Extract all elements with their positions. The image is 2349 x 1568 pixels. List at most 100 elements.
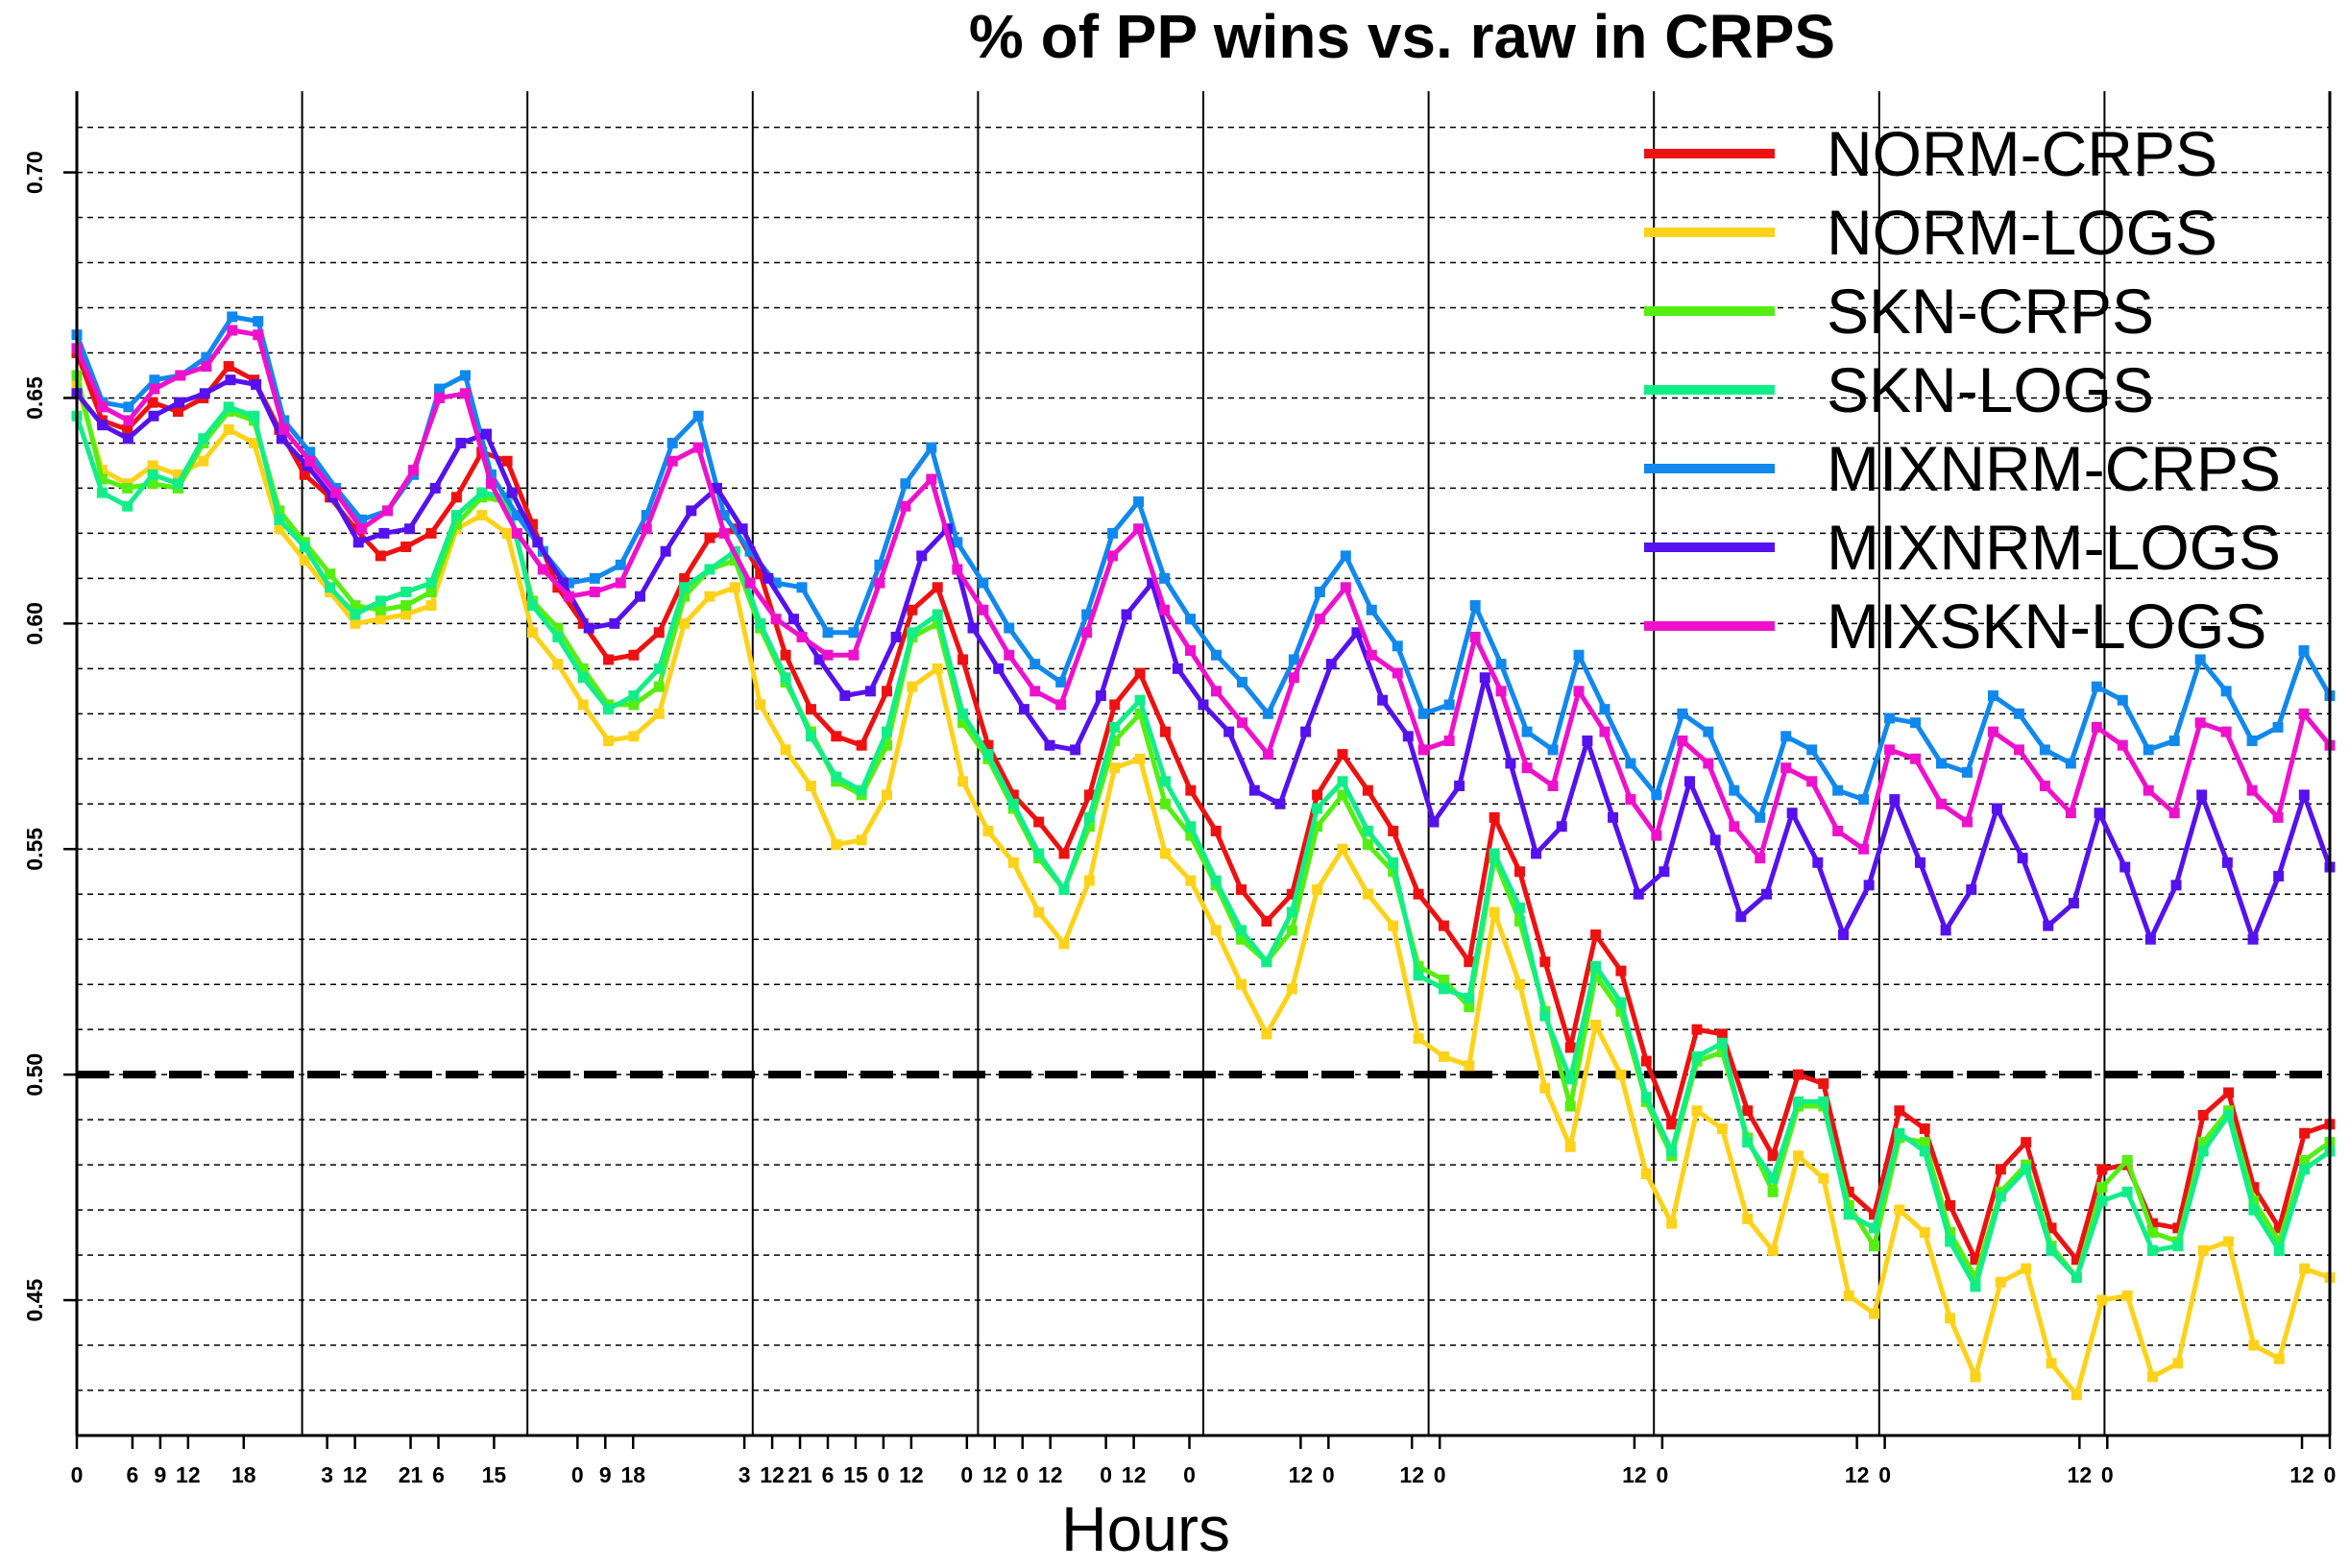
data-point <box>2223 1109 2235 1121</box>
data-point <box>1780 762 1792 774</box>
data-point <box>589 572 600 584</box>
data-point <box>1970 1371 1981 1383</box>
data-point <box>225 374 236 386</box>
data-point <box>2121 1186 2133 1197</box>
data-point <box>201 351 212 363</box>
data-point <box>459 388 471 399</box>
data-point <box>1599 726 1610 737</box>
data-point <box>434 392 446 403</box>
data-point <box>1564 1100 1576 1112</box>
data-point <box>97 401 109 413</box>
data-point <box>434 383 446 395</box>
data-point <box>2013 744 2024 756</box>
data-point <box>1792 1096 1804 1107</box>
data-point <box>686 505 697 517</box>
data-point <box>450 519 462 530</box>
data-point <box>2221 856 2233 868</box>
data-point <box>2197 1244 2209 1256</box>
data-point <box>744 545 756 557</box>
data-point <box>1133 523 1145 535</box>
data-point <box>2046 1244 2057 1256</box>
data-point <box>2146 1227 2158 1239</box>
data-point <box>1640 1055 1652 1067</box>
x-tick-label: 6 <box>432 1462 445 1487</box>
data-point <box>2146 1371 2158 1383</box>
data-point <box>350 609 361 620</box>
data-point <box>1625 794 1636 806</box>
data-point <box>1325 659 1337 670</box>
data-point <box>356 523 368 535</box>
data-point <box>1134 694 1146 706</box>
data-point <box>1033 848 1045 859</box>
data-point <box>813 654 825 665</box>
data-point <box>603 704 615 715</box>
data-point <box>982 825 994 836</box>
data-point <box>1210 925 1222 936</box>
data-point <box>1767 1244 1779 1256</box>
data-point <box>2197 1137 2209 1148</box>
x-tick-label: 12 <box>899 1462 924 1487</box>
data-point <box>900 500 911 512</box>
data-point <box>2065 808 2076 819</box>
data-point <box>149 383 160 395</box>
x-tick-label: 12 <box>760 1462 785 1487</box>
data-point <box>1417 708 1429 719</box>
data-point <box>1172 663 1183 674</box>
data-point <box>1413 888 1424 900</box>
data-point <box>276 433 287 445</box>
data-point <box>274 514 285 525</box>
data-point <box>957 708 969 719</box>
data-point <box>563 577 574 589</box>
data-point <box>1312 789 1323 801</box>
data-point <box>952 537 963 548</box>
data-point <box>425 600 437 612</box>
y-tick-label: 0.65 <box>22 376 47 420</box>
data-point <box>1210 825 1222 836</box>
data-point <box>1514 978 1525 990</box>
data-point <box>485 478 496 490</box>
data-point <box>755 699 766 711</box>
data-point <box>1961 766 1973 778</box>
data-point <box>1438 920 1449 931</box>
data-point <box>2272 721 2284 733</box>
data-point <box>1987 690 1998 702</box>
data-point <box>1995 1164 2006 1175</box>
data-point <box>1919 1227 1930 1239</box>
data-point <box>882 686 893 697</box>
data-point <box>1869 1308 1880 1319</box>
data-point <box>1018 704 1029 715</box>
data-point <box>1505 758 1516 769</box>
data-point <box>1274 798 1286 809</box>
data-point <box>1742 1105 1754 1117</box>
data-point <box>1286 906 1297 918</box>
data-point <box>1539 1082 1551 1094</box>
data-point <box>882 739 893 751</box>
data-point <box>1945 1236 1956 1247</box>
data-point <box>1083 789 1095 801</box>
data-point <box>450 492 462 503</box>
data-point <box>1677 736 1688 747</box>
data-point <box>1362 888 1373 900</box>
data-point <box>526 600 538 612</box>
data-point <box>1340 550 1351 562</box>
data-point <box>199 388 210 399</box>
legend-item-mixnrm-logs: MIXNRM-LOGS <box>1644 512 2281 583</box>
data-point <box>1438 975 1449 986</box>
data-point <box>2172 1222 2184 1234</box>
data-point <box>2223 1236 2235 1247</box>
data-point <box>2298 789 2310 801</box>
data-point <box>653 627 665 639</box>
data-point <box>679 617 690 629</box>
x-tick-label: 0 <box>1322 1462 1335 1487</box>
data-point <box>2220 726 2232 737</box>
data-point <box>1858 843 1870 855</box>
data-point <box>577 663 589 674</box>
data-point <box>2194 717 2206 729</box>
data-point <box>1691 1050 1703 1062</box>
data-point <box>1995 1276 2006 1288</box>
data-point <box>455 437 467 448</box>
data-point <box>1666 1146 1678 1157</box>
data-point <box>1007 798 1019 809</box>
data-point <box>1159 798 1171 809</box>
data-point <box>404 523 416 535</box>
